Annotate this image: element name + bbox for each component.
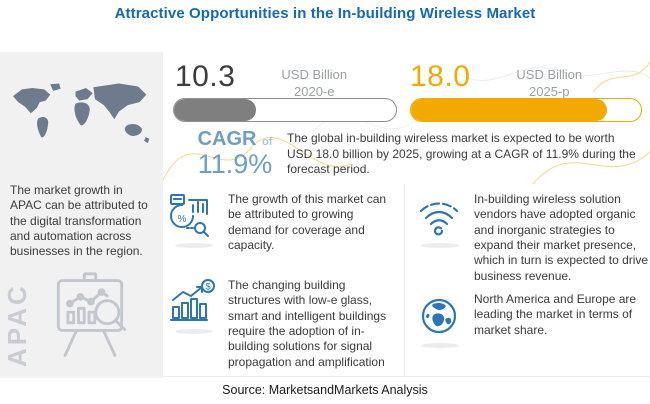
insight-building-structures: $ The changing building structures with … bbox=[169, 278, 399, 370]
apac-sidebar: The market growth in APAC can be attribu… bbox=[0, 52, 163, 378]
unit-label: USD Billion bbox=[516, 67, 583, 82]
growth-bars-dollar-icon: $ bbox=[169, 278, 219, 370]
svg-text:$: $ bbox=[205, 282, 210, 292]
progress-fill-2020 bbox=[174, 99, 257, 121]
period-label: 2020-e bbox=[294, 83, 335, 99]
unit-label: USD Billion bbox=[281, 67, 348, 82]
insight-regional-leaders: North America and Europe are leading the… bbox=[415, 292, 649, 348]
cagr-label: CAGR of bbox=[197, 128, 273, 150]
presentation-chart-magnifier-icon bbox=[56, 272, 126, 357]
icon-shadow bbox=[175, 243, 213, 248]
market-size-band: 10.3 USD Billion 2020-e 18.0 USD Billion… bbox=[163, 52, 650, 186]
progress-fill-2025 bbox=[411, 99, 607, 121]
insight-vendor-strategies: In-building wireless solution vendors ha… bbox=[415, 192, 649, 284]
period-label: 2025-p bbox=[529, 83, 570, 99]
column-divider bbox=[404, 185, 405, 376]
globe-icon bbox=[415, 292, 465, 348]
metric-2020: 10.3 USD Billion 2020-e bbox=[175, 60, 347, 101]
icon-shadow bbox=[175, 329, 213, 334]
svg-text:%: % bbox=[178, 214, 187, 225]
page-title: Attractive Opportunities in the In-build… bbox=[114, 5, 536, 22]
metric-2020-unit: USD Billion 2020-e bbox=[281, 60, 347, 101]
insights-panel: % The growth of this market can be attri… bbox=[163, 185, 650, 377]
cagr-block: CAGR of 11.9% bbox=[181, 128, 289, 179]
progress-bar-2020 bbox=[173, 98, 397, 122]
progress-bar-2025 bbox=[410, 98, 642, 122]
apac-region-label: APAC bbox=[2, 283, 32, 367]
insight-text: North America and Europe are leading the… bbox=[474, 292, 637, 337]
cagr-connector: of bbox=[262, 136, 273, 148]
metric-2025: 18.0 USD Billion 2025-p bbox=[410, 60, 582, 101]
insight-text: The growth of this market can be attribu… bbox=[228, 192, 387, 253]
insight-text: In-building wireless solution vendors ha… bbox=[474, 192, 649, 283]
cagr-description: The global in-building wireless market i… bbox=[287, 131, 636, 177]
world-map-icon bbox=[12, 83, 150, 144]
market-value-2025: 18.0 bbox=[410, 60, 471, 93]
market-analytics-magnifier-icon: % bbox=[169, 192, 219, 253]
wifi-icon bbox=[415, 192, 465, 284]
metric-2025-unit: USD Billion 2025-p bbox=[516, 60, 582, 101]
source-attribution: Source: MarketsandMarkets Analysis bbox=[222, 383, 428, 397]
icon-shadow bbox=[421, 243, 459, 248]
cagr-value: 11.9% bbox=[197, 149, 273, 179]
insight-text: The changing building structures with lo… bbox=[228, 278, 387, 369]
apac-note: The market growth in APAC can be attribu… bbox=[10, 183, 148, 259]
insight-coverage-capacity: % The growth of this market can be attri… bbox=[169, 192, 399, 253]
market-value-2020: 10.3 bbox=[175, 60, 236, 93]
icon-shadow bbox=[421, 343, 459, 348]
